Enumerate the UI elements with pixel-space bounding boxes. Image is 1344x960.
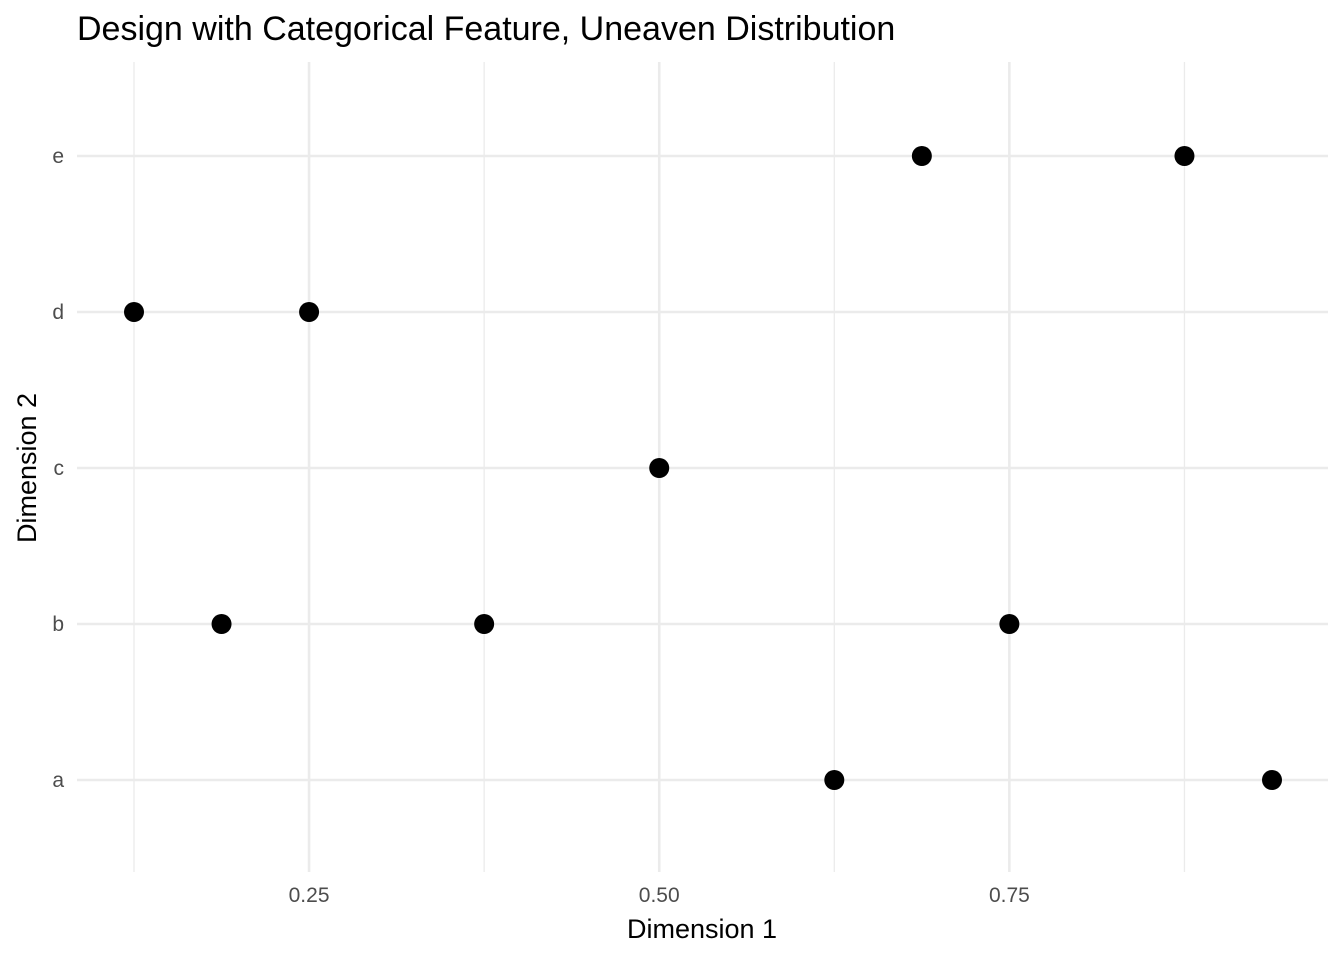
tick-labels: 0.25 0.50 0.75 a b c d e — [52, 145, 1030, 907]
data-point — [211, 614, 232, 634]
y-tick-label: e — [52, 145, 64, 168]
data-point — [1262, 770, 1282, 790]
y-tick-label: d — [52, 301, 64, 324]
x-tick-label: 0.75 — [989, 884, 1030, 907]
x-axis-title: Dimension 1 — [627, 914, 777, 944]
data-point — [474, 614, 495, 634]
x-tick-label: 0.50 — [639, 884, 680, 907]
data-points — [124, 146, 1282, 790]
y-tick-label: b — [52, 613, 64, 636]
data-point — [911, 146, 932, 166]
data-point — [649, 458, 670, 478]
y-axis-title: Dimension 2 — [12, 393, 42, 543]
y-tick-label: a — [52, 769, 64, 792]
data-point — [124, 302, 144, 322]
y-tick-label: c — [54, 457, 65, 480]
data-point — [824, 770, 845, 790]
data-point — [1174, 146, 1195, 166]
chart-title: Design with Categorical Feature, Uneaven… — [77, 10, 895, 48]
x-tick-label: 0.25 — [289, 884, 330, 907]
data-point — [999, 614, 1020, 634]
data-point — [299, 302, 320, 322]
